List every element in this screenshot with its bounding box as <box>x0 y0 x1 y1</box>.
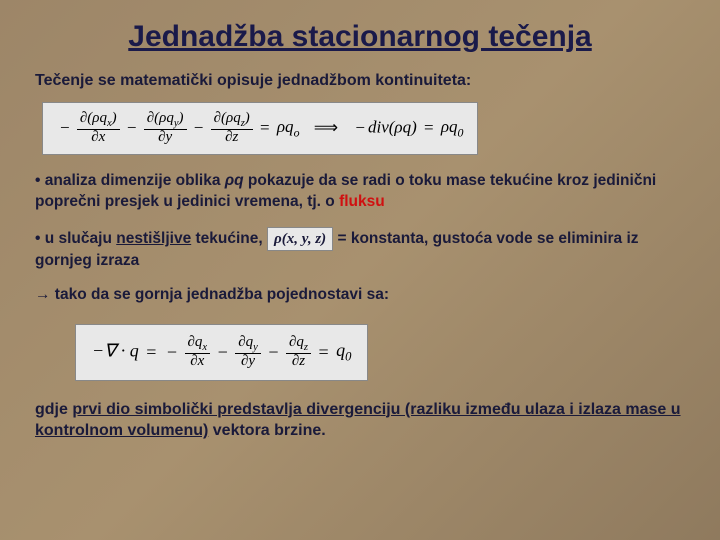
intro-text: Tečenje se matematički opisuje jednadžbo… <box>35 72 690 90</box>
arrow-text: → tako da se gornja jednadžba pojednosta… <box>35 286 690 304</box>
footer-text: gdje prvi dio simbolički predstavlja div… <box>35 399 690 442</box>
bullet-2: • u slučaju nestišljive tekućine, ρ(x, y… <box>35 227 690 272</box>
equation-2: −∇ · q = − ∂qx∂x − ∂qy∂y − ∂qz∂z = q0 <box>75 324 368 381</box>
rho-box: ρ(x, y, z) <box>267 227 333 251</box>
bullet-1: • analiza dimenzije oblika ρq pokazuje d… <box>35 171 690 213</box>
page-title: Jednadžba stacionarnog tečenja <box>30 20 690 54</box>
equation-1: − ∂(ρqx)∂x − ∂(ρqy)∂y − ∂(ρqz)∂z = ρqo ⟹… <box>42 102 478 155</box>
